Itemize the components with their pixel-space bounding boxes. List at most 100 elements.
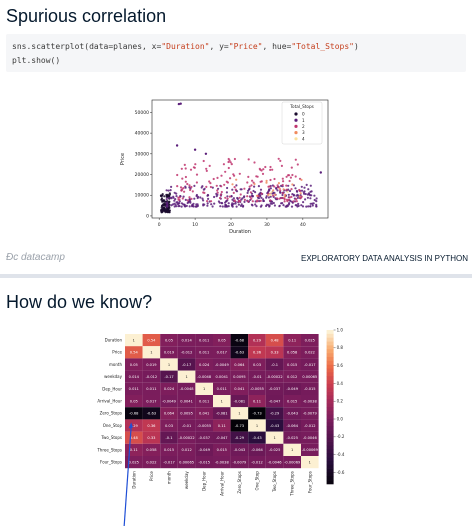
scatter-point: [312, 202, 315, 205]
scatter-point: [160, 198, 163, 201]
code-token: ): [354, 42, 359, 51]
legend-label: 3: [302, 130, 305, 135]
scatter-point: [166, 203, 169, 206]
scatter-point: [182, 195, 185, 198]
scatter-point: [235, 184, 238, 187]
heatmap-row-label: weekday: [104, 374, 123, 379]
scatter-point: [168, 192, 171, 195]
scatter-point: [265, 179, 268, 182]
scatter-point: [251, 179, 254, 182]
scatter-point: [258, 200, 261, 203]
scatter-point: [226, 205, 229, 208]
scatter-point: [178, 196, 181, 199]
heatmap-cell-label: -0.0046: [268, 460, 283, 464]
scatter-point: [169, 189, 172, 192]
colorbar-segment: [326, 472, 334, 477]
heatmap-cell: [160, 382, 178, 395]
scatter-point: [184, 180, 187, 183]
heatmap-cell-label: 0.11: [288, 338, 296, 342]
heatmap-cell: [195, 395, 213, 408]
code-line-2: plt.show(): [12, 56, 61, 65]
colorbar-segment: [326, 372, 334, 377]
course-title: EXPLORATORY DATA ANALYSIS IN PYTHON: [300, 254, 468, 263]
scatter-point: [225, 200, 228, 203]
scatter-point: [281, 183, 284, 187]
y-tick-label: 0: [146, 213, 149, 219]
legend-label: 4: [302, 136, 305, 141]
scatter-point: [247, 175, 250, 178]
scatter-point: [259, 199, 262, 202]
scatter-point: [243, 198, 246, 201]
heatmap-cell: [142, 382, 161, 395]
scatter-point: [291, 183, 294, 186]
scatter-point: [304, 192, 307, 196]
scatter-point: [195, 181, 198, 184]
scatter-point: [292, 200, 295, 203]
heatmap-cell-label: 0.011: [199, 351, 209, 355]
scatter-point: [235, 205, 238, 208]
scatter-point: [258, 192, 261, 195]
colorbar-segment: [326, 349, 334, 354]
heatmap-cell-label: 0.025: [305, 338, 315, 342]
scatter-point: [160, 194, 164, 197]
scatter-point: [177, 198, 180, 201]
heatmap-cell-label: -0.064: [251, 448, 263, 452]
heatmap-col-label: Zero_Stops: [237, 471, 242, 493]
scatter-point: [189, 168, 193, 171]
heatmap-cell-label: -0.015: [304, 387, 316, 391]
scatter-point: [202, 204, 205, 207]
heatmap-cell-label: 0.11: [253, 399, 261, 403]
heatmap-cell-label: 0.024: [164, 387, 175, 391]
legend-marker: [294, 124, 298, 128]
scatter-point: [241, 205, 245, 208]
scatter-point: [189, 188, 192, 192]
scatter-point: [173, 199, 176, 202]
scatter-point: [276, 189, 279, 192]
colorbar-segment: [326, 341, 334, 346]
scatter-point: [221, 205, 224, 208]
scatter-point: [283, 195, 286, 198]
heatmap-cell: [283, 407, 301, 420]
scatter-point: [203, 187, 206, 190]
heatmap-cell-label: 0.54: [147, 338, 156, 342]
scatter-point: [255, 175, 258, 178]
heatmap-cell-label: 1: [168, 363, 170, 367]
heatmap-col-label: Four_Stops: [307, 471, 312, 493]
scatter-point: [194, 163, 197, 166]
heatmap-cell: [125, 358, 143, 371]
scatter-point: [288, 196, 291, 199]
heatmap-cell-label: -0.0038: [303, 399, 318, 403]
scatter-point: [218, 201, 221, 204]
scatter-point: [300, 178, 303, 181]
scatter-point: [191, 190, 194, 193]
datacamp-logo-icon: Ɖc: [6, 252, 21, 263]
y-axis-label: Price: [120, 153, 126, 165]
scatter-point: [278, 187, 281, 190]
scatter-point: [267, 189, 270, 193]
datacamp-logo-text: datacamp: [21, 252, 65, 263]
scatter-point: [270, 191, 273, 194]
heatmap-cell: [301, 395, 319, 408]
scatter-point: [273, 185, 276, 188]
scatter-point: [274, 193, 277, 196]
heatmap-cell: [125, 419, 143, 432]
scatter-point: [285, 198, 289, 201]
scatter-point: [167, 196, 170, 200]
slide-spurious-correlation: Spurious correlation sns.scatterplot(dat…: [6, 6, 468, 263]
scatter-point: [298, 195, 301, 198]
code-token: sns.scatterplot(data=planes, x=: [12, 42, 162, 51]
scatter-point: [273, 191, 276, 194]
heatmap-col-label: Two_Stops: [272, 471, 277, 493]
scatter-point: [207, 197, 210, 200]
heatmap-cell: [283, 395, 301, 408]
scatter-point: [297, 202, 300, 205]
scatter-point: [251, 195, 254, 198]
colorbar-segment: [326, 480, 334, 485]
heatmap-cell: [213, 407, 231, 420]
heatmap-cell-label: 0.015: [164, 448, 174, 452]
scatter-point: [228, 195, 231, 198]
code-block: sns.scatterplot(data=planes, x="Duration…: [6, 34, 466, 72]
scatter-point: [203, 191, 206, 194]
annotation-arrow: [123, 426, 132, 527]
legend-marker: [294, 112, 298, 116]
